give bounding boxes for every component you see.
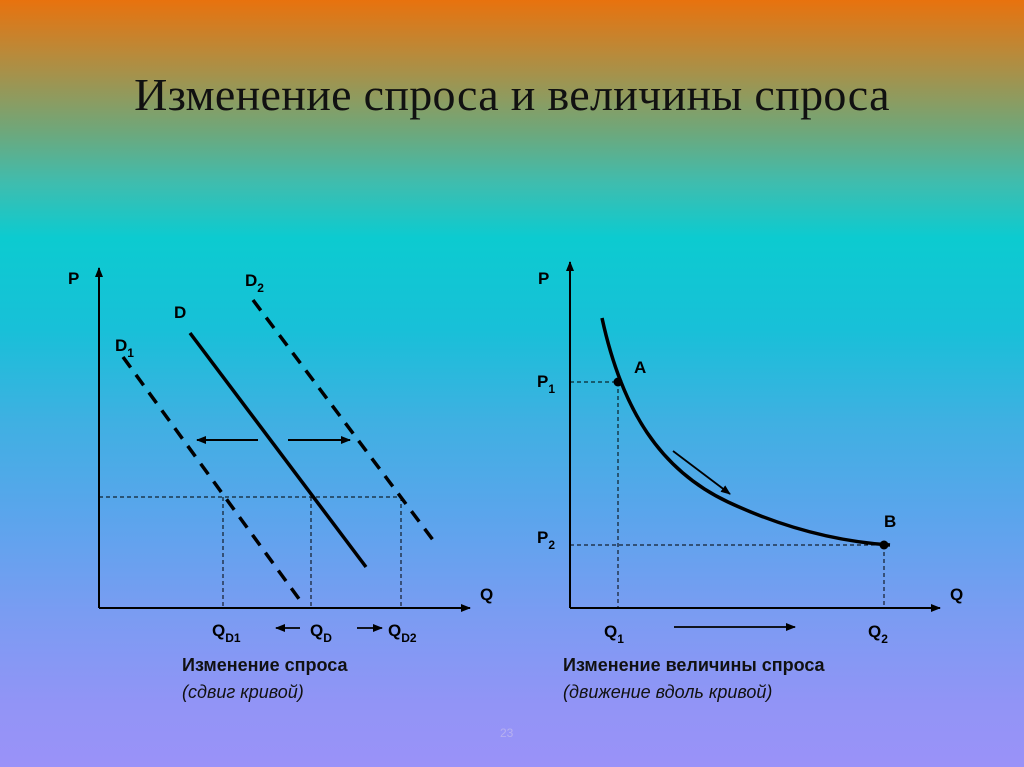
left-x-axis-label: Q: [480, 585, 493, 604]
right-caption-note: (движение вдоль кривой): [563, 682, 773, 702]
label-point-a: A: [634, 358, 646, 377]
label-d: D: [174, 303, 186, 322]
right-caption: Изменение величины спроса (движение вдол…: [563, 655, 825, 703]
movement-arrow: [672, 450, 731, 495]
demand-curve-d: [188, 331, 368, 569]
label-p2: P2: [537, 528, 555, 552]
point-a-dot: [613, 377, 623, 387]
label-qd1: QD1: [212, 621, 241, 645]
demand-curve-d1: [121, 355, 304, 605]
right-x-axis-label: Q: [950, 585, 963, 604]
label-q2: Q2: [868, 622, 888, 646]
page-number: 23: [500, 726, 514, 740]
label-point-b: B: [884, 512, 896, 531]
slide-title: Изменение спроса и величины спроса: [134, 69, 890, 120]
label-qd2: QD2: [388, 621, 417, 645]
left-caption: Изменение спроса (сдвиг кривой): [182, 655, 347, 703]
label-d2: D2: [245, 271, 264, 295]
label-d1: D1: [115, 336, 134, 360]
label-q1: Q1: [604, 622, 624, 646]
left-diagram: P Q D D1 D2 QD1 QD QD2: [68, 267, 493, 645]
demand-curve-d2: [251, 298, 435, 542]
demand-curve: [600, 317, 891, 547]
right-diagram: P Q A B P1 P2 Q1 Q2: [537, 261, 963, 646]
left-caption-title: Изменение спроса: [182, 655, 348, 675]
left-caption-note: (сдвиг кривой): [182, 682, 304, 702]
label-p1: P1: [537, 372, 555, 396]
label-qd: QD: [310, 621, 332, 645]
point-b-dot: [879, 540, 889, 550]
right-y-axis-label: P: [538, 269, 549, 288]
right-caption-title: Изменение величины спроса: [563, 655, 825, 675]
left-y-axis-label: P: [68, 269, 79, 288]
